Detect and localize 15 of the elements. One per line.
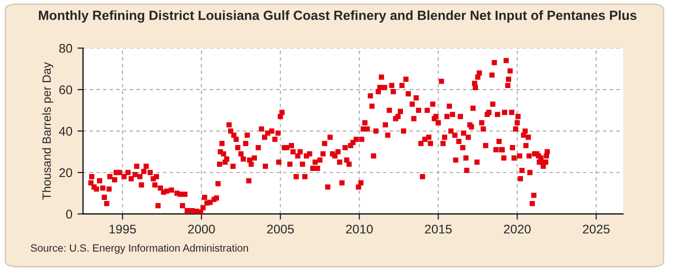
chart-title: Monthly Refining District Louisiana Gulf Coast Refinery and Blender Net Input of Pentanes Plus [38,10,636,23]
y-tick-label: 60 [59,85,72,94]
x-tick-label: 2005 [267,224,294,234]
source-note: Source: U.S. Energy Information Administration [30,244,248,254]
x-tick-label: 2010 [346,224,373,234]
y-tick-label: 80 [59,44,72,53]
y-tick-label: 0 [66,210,72,219]
x-tick-label: 1995 [110,224,136,234]
x-tick-label: 2000 [188,224,215,234]
x-tick-label: 2020 [504,224,531,234]
y-tick-label: 20 [59,168,72,178]
y-tick-label: 40 [58,126,72,136]
x-tick-label: 2015 [425,224,452,234]
y-axis-title: Thousand Barrels per Day [42,62,54,200]
x-tick-label: 2025 [582,224,610,234]
